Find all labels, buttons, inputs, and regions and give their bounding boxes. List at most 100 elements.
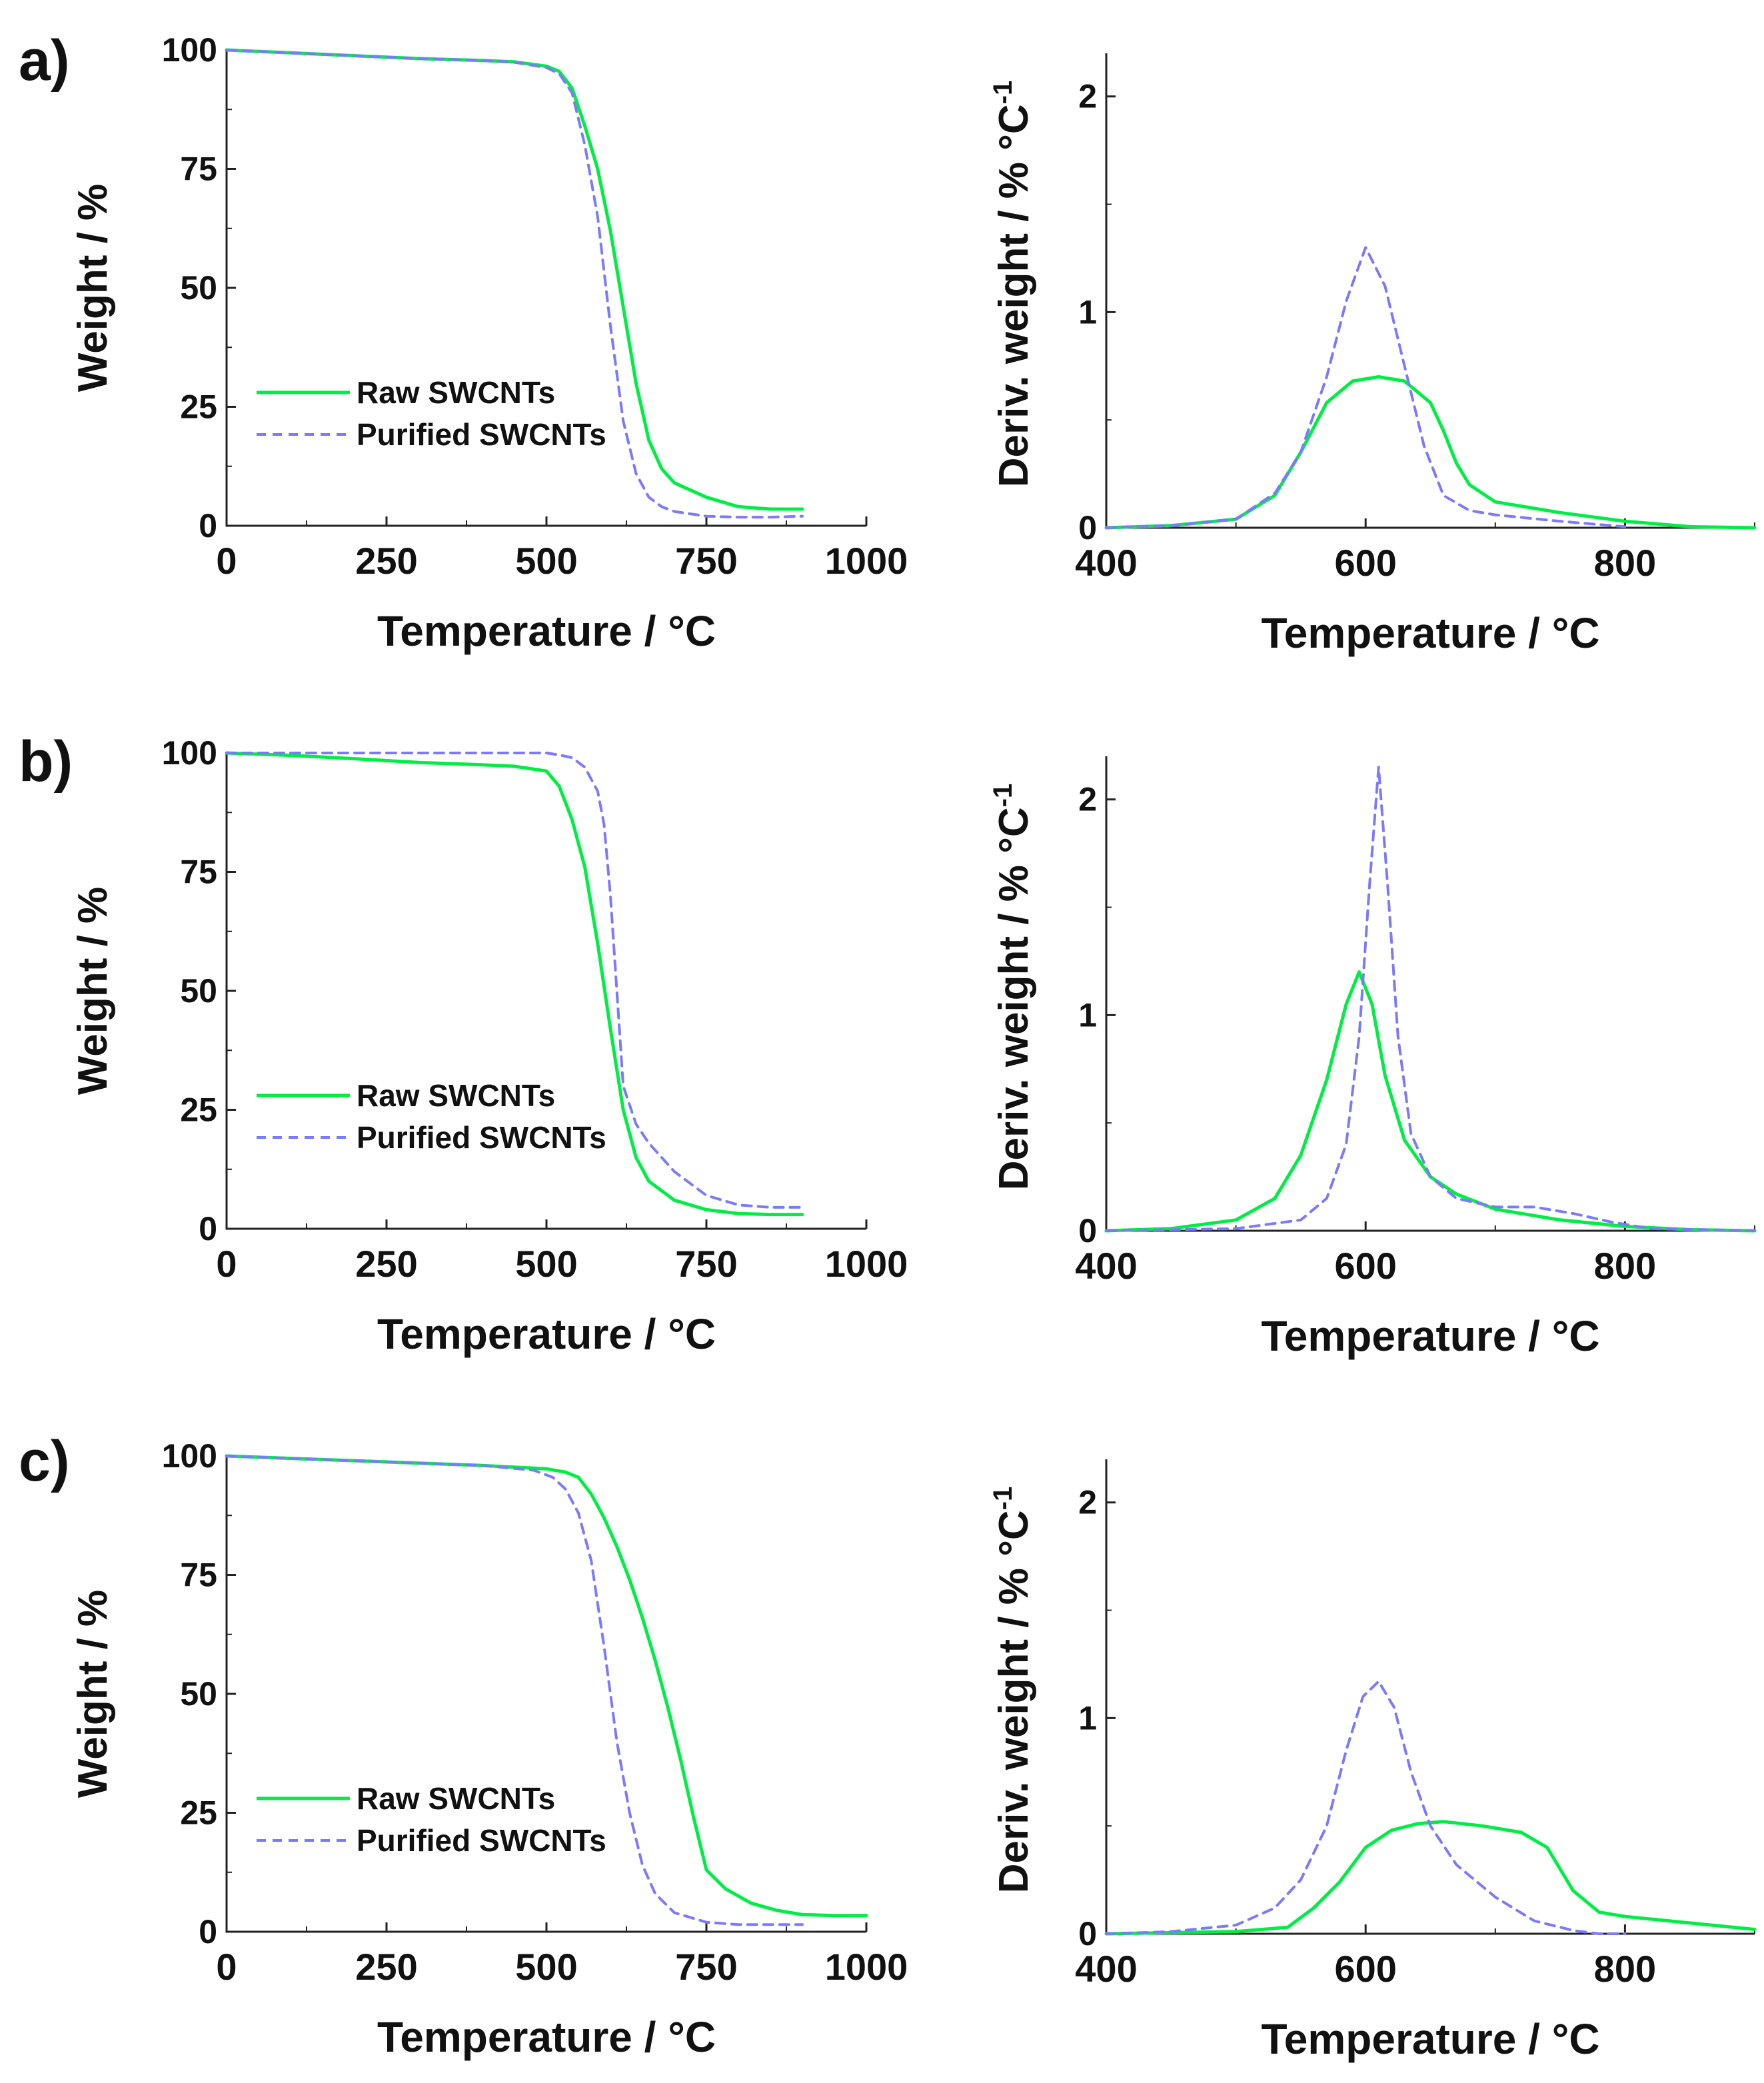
- y-axis-label-text: Deriv. weight / % °C: [991, 1510, 1037, 1893]
- x-tick-label: 800: [1594, 1948, 1656, 1990]
- y-tick-label: 75: [180, 854, 217, 891]
- chart-4: 0 1 2 400 600 800 Temperature / °C Deriv. weigh…: [988, 756, 1757, 1360]
- x-tick-label: 1000: [825, 540, 908, 582]
- legend-raw-label: Raw SWCNTs: [357, 375, 555, 410]
- x-tick-label: 750: [675, 540, 737, 582]
- panel-label: c): [19, 1429, 69, 1493]
- x-tick-label: 400: [1075, 542, 1137, 584]
- y-tick-label: 0: [199, 1210, 217, 1247]
- chart-6: 0 1 2 400 600 800 Temperature / °C Deriv. weigh…: [988, 1459, 1757, 2063]
- series-purified-line: [225, 752, 804, 1209]
- x-tick-label: 600: [1334, 1948, 1396, 1990]
- y-tick-label: 50: [180, 1675, 217, 1713]
- series-raw-line: [1104, 375, 1757, 530]
- series-purified-line: [1105, 766, 1756, 1232]
- x-tick-label: 0: [216, 1243, 237, 1285]
- legend: Raw SWCNTs Purified SWCNTs: [257, 1781, 606, 1858]
- legend: Raw SWCNTs Purified SWCNTs: [257, 375, 606, 452]
- y-tick-label: 0: [199, 507, 217, 544]
- y-tick-label: 100: [162, 31, 217, 69]
- axis-lines: [1105, 1459, 1755, 1935]
- legend-purified-label: Purified SWCNTs: [357, 1120, 606, 1155]
- y-tick-label: 2: [1078, 1484, 1097, 1521]
- y-axis-label: Deriv. weight / % °C-1: [988, 784, 1037, 1190]
- y-tick-label: 1: [1078, 293, 1097, 331]
- axis-lines: [225, 753, 866, 1230]
- legend: Raw SWCNTs Purified SWCNTs: [257, 1078, 606, 1155]
- legend-purified-label: Purified SWCNTs: [357, 1823, 606, 1858]
- y-axis-label: Deriv. weight / % °C-1: [988, 81, 1037, 487]
- x-axis-label: Temperature / °C: [1261, 609, 1599, 657]
- x-tick-label: 250: [355, 540, 417, 582]
- x-tick-label: 400: [1075, 1245, 1137, 1287]
- y-tick-label: 100: [162, 1437, 217, 1475]
- x-tick-label: 500: [515, 540, 577, 582]
- y-tick-label: 1: [1078, 1699, 1097, 1736]
- y-tick-label: 2: [1078, 78, 1097, 115]
- series-raw-line: [1104, 1820, 1757, 1936]
- x-tick-label: 250: [355, 1243, 417, 1285]
- axis-lines: [1105, 53, 1755, 529]
- y-tick-label: 0: [1078, 1212, 1097, 1249]
- series-raw-line: [1104, 970, 1757, 1233]
- x-axis-label: Temperature / °C: [1261, 2015, 1599, 2063]
- x-axis-label: Temperature / °C: [377, 1310, 716, 1358]
- x-tick-label: 800: [1594, 542, 1656, 584]
- y-tick-label: 0: [199, 1913, 217, 1950]
- y-axis-label: Weight / %: [70, 184, 116, 392]
- y-tick-label: 25: [180, 1794, 217, 1832]
- x-tick-label: 0: [216, 1946, 237, 1988]
- y-tick-label: 50: [180, 972, 217, 1010]
- y-tick-label: 50: [180, 269, 217, 307]
- series-purified-line: [225, 1455, 804, 1926]
- panel-label: a): [19, 29, 69, 93]
- x-tick-label: 600: [1334, 542, 1396, 584]
- x-tick-label: 800: [1594, 1245, 1656, 1287]
- y-tick-label: 100: [162, 734, 217, 772]
- x-tick-label: 0: [216, 540, 237, 582]
- y-axis-label-text: Deriv. weight / % °C: [991, 104, 1037, 487]
- y-tick-label: 0: [1078, 1915, 1097, 1952]
- x-axis-label: Temperature / °C: [1261, 1312, 1599, 1360]
- legend-raw-label: Raw SWCNTs: [357, 1781, 555, 1816]
- y-axis-label: Weight / %: [70, 887, 116, 1095]
- y-tick-label: 25: [180, 388, 217, 426]
- legend-purified-label: Purified SWCNTs: [357, 417, 606, 452]
- x-tick-label: 1000: [825, 1243, 908, 1285]
- legend-raw-label: Raw SWCNTs: [357, 1078, 555, 1113]
- x-tick-label: 250: [355, 1946, 417, 1988]
- panel-label: b): [19, 730, 73, 794]
- x-tick-label: 750: [675, 1243, 737, 1285]
- axis-lines: [1105, 756, 1755, 1232]
- y-axis-label-superscript: -1: [988, 81, 1018, 105]
- series-raw-line: [225, 751, 804, 1217]
- y-tick-label: 0: [1078, 509, 1097, 546]
- y-tick-label: 1: [1078, 996, 1097, 1034]
- series-purified-line: [225, 49, 804, 519]
- x-tick-label: 500: [515, 1946, 577, 1988]
- axis-lines: [225, 50, 866, 527]
- y-axis-label-superscript: -1: [988, 784, 1018, 808]
- y-tick-label: 75: [180, 1557, 217, 1594]
- series-purified-line: [1105, 246, 1627, 529]
- x-axis-label: Temperature / °C: [377, 607, 716, 655]
- axis-lines: [225, 1456, 866, 1933]
- y-axis-label-superscript: -1: [988, 1487, 1018, 1511]
- x-tick-label: 600: [1334, 1245, 1396, 1287]
- y-axis-label: Weight / %: [70, 1590, 116, 1798]
- x-axis-label: Temperature / °C: [377, 2013, 716, 2061]
- chart-2: 0 1 2 400 600 800 Temperature / °C Deriv. weigh…: [988, 53, 1757, 657]
- x-tick-label: 500: [515, 1243, 577, 1285]
- y-axis-label-text: Deriv. weight / % °C: [991, 807, 1037, 1190]
- y-tick-label: 25: [180, 1091, 217, 1129]
- y-axis-label: Deriv. weight / % °C-1: [988, 1487, 1037, 1893]
- y-tick-label: 2: [1078, 781, 1097, 818]
- x-tick-label: 1000: [825, 1946, 908, 1988]
- x-tick-label: 750: [675, 1946, 737, 1988]
- x-tick-label: 400: [1075, 1948, 1137, 1990]
- series-purified-line: [1105, 1680, 1627, 1935]
